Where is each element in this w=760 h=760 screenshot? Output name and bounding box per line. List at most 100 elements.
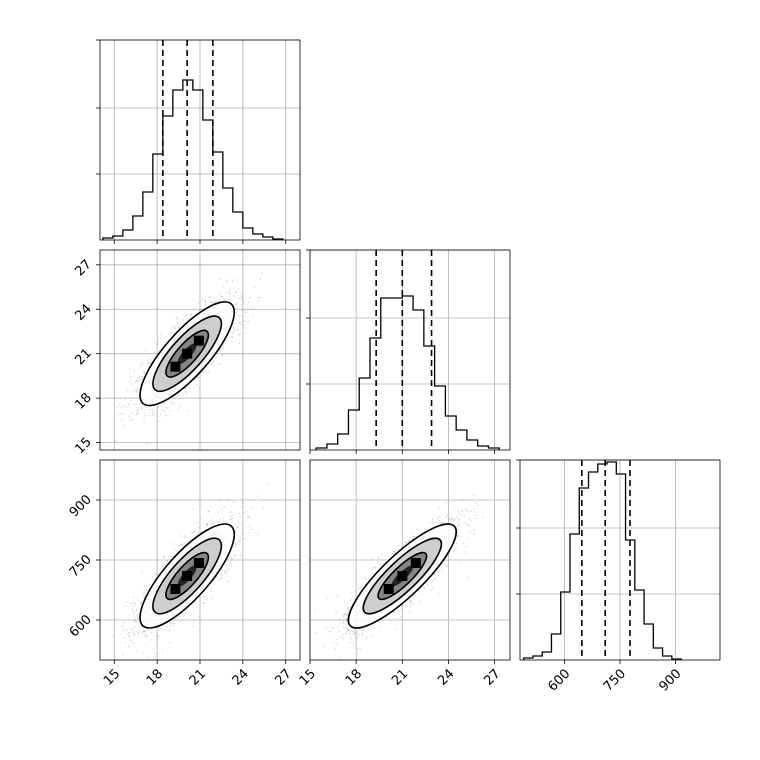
scatter-x0-x1-point: [151, 408, 154, 411]
scatter-x0-x1-point: [170, 331, 173, 333]
scatter-x0-x2-point: [243, 511, 245, 514]
scatter-x0-x1-point: [137, 408, 140, 411]
scatter-x0-x1-point: [252, 315, 254, 317]
scatter-x0-x2-point: [179, 535, 181, 537]
scatter-x0-x1-ytick-label-1: 18: [73, 390, 95, 412]
scatter-x0-x1-point: [146, 443, 148, 445]
scatter-x0-x1-point: [249, 296, 252, 299]
scatter-x0-x1-point: [215, 300, 217, 302]
scatter-x0-x2-point: [208, 510, 210, 513]
scatter-x0-x2-point: [242, 506, 244, 508]
scatter-x0-x2-point: [179, 544, 181, 546]
scatter-x0-x1-point: [160, 413, 162, 415]
scatter-x0-x2-point: [234, 501, 236, 503]
scatter-x0-x1-point: [228, 337, 230, 340]
scatter-x0-x1-point: [194, 378, 196, 381]
scatter-x0-x1-point: [139, 379, 142, 381]
scatter-x0-x1-point: [161, 409, 163, 411]
scatter-x0-x1-point: [119, 413, 121, 415]
scatter-x0-x1-point: [198, 310, 200, 312]
scatter-x0-x1-point: [211, 301, 214, 304]
scatter-x0-x1-point: [113, 430, 116, 433]
scatter-x0-x2-point: [135, 610, 138, 612]
scatter-x0-x2-ytick-label-2: 900: [67, 492, 95, 520]
scatter-x1-x2-point: [339, 636, 341, 639]
scatter-x0-x1-point: [123, 405, 125, 407]
scatter-x1-x2-point: [397, 544, 400, 547]
scatter-x0-x2-xtick-label-0: 15: [101, 666, 123, 688]
scatter-x0-x2-point: [210, 590, 213, 592]
scatter-x0-x1-point: [135, 413, 138, 416]
scatter-x0-x1-point: [152, 411, 155, 413]
scatter-x0-x1-point: [226, 291, 228, 293]
scatter-x0-x2-point: [218, 499, 221, 502]
scatter-x0-x2-point: [176, 617, 179, 619]
scatter-x0-x1-point: [240, 304, 243, 306]
scatter-x0-x2-point: [162, 556, 165, 558]
scatter-x0-x1-point: [259, 297, 261, 299]
scatter-x0-x1-point: [222, 286, 224, 288]
hist-x0-step-line: [102, 79, 284, 240]
scatter-x0-x2-point: [257, 495, 259, 497]
scatter-x0-x2-point: [134, 626, 137, 628]
scatter-x0-x1-point: [245, 320, 247, 323]
scatter-x1-x2-point: [370, 626, 373, 628]
scatter-x0-x2-point: [141, 632, 144, 634]
scatter-x0-x1-point: [185, 313, 188, 316]
scatter-x0-x1-point: [238, 314, 240, 317]
scatter-x1-x2-point: [469, 530, 471, 533]
scatter-x0-x2-point: [168, 642, 171, 644]
scatter-x0-x2-point: [182, 615, 185, 617]
scatter-x0-x2-point: [124, 641, 127, 644]
scatter-x0-x1-point: [171, 402, 173, 405]
scatter-x0-x1-point: [139, 365, 142, 367]
scatter-x0-x1-point: [128, 415, 130, 417]
scatter-x0-x1-point: [231, 280, 234, 282]
hist-x1-frame: [309, 249, 511, 451]
scatter-x0-x1-point: [201, 298, 204, 300]
scatter-x0-x1-point: [185, 391, 188, 393]
scatter-x0-x1-ytick-label-2: 21: [73, 346, 95, 368]
scatter-x0-x1-point: [219, 350, 221, 352]
scatter-x0-x1-point: [138, 380, 141, 383]
scatter-x0-x1-point: [209, 297, 211, 299]
scatter-x0-x1-point: [116, 406, 119, 408]
scatter-x0-x1-point: [241, 294, 243, 296]
scatter-x0-x1-point: [131, 383, 133, 385]
scatter-x0-x1-point: [242, 298, 244, 300]
scatter-x0-x1-point: [214, 301, 216, 304]
scatter-x0-x2-point: [143, 586, 145, 588]
scatter-x0-x2-point: [170, 624, 172, 627]
scatter-x0-x1-point: [157, 420, 159, 422]
scatter-x0-x1-point: [137, 377, 139, 380]
scatter-x0-x2-point: [114, 618, 117, 620]
scatter-x0-x1-point: [143, 371, 145, 373]
scatter-x0-x1-point: [239, 333, 241, 336]
scatter-x1-x2-point: [342, 615, 345, 618]
scatter-x0-x1-point: [128, 381, 131, 383]
scatter-x0-x1-point: [114, 439, 116, 442]
scatter-x0-x2-point: [132, 634, 135, 636]
scatter-x0-x2-point: [137, 624, 140, 626]
scatter-x0-x1-point: [116, 414, 119, 416]
scatter-x1-x2-point: [441, 569, 444, 572]
scatter-x0-x2-point: [239, 536, 241, 539]
scatter-x1-x2-point: [336, 596, 338, 598]
scatter-x0-x2-point: [135, 631, 137, 633]
scatter-x0-x2-point: [140, 625, 142, 627]
scatter-x0-x1-point: [243, 320, 245, 322]
scatter-x0-x2-point: [223, 570, 226, 572]
scatter-x1-x2-point: [465, 509, 467, 511]
scatter-x0-x2-point: [239, 539, 241, 541]
scatter-x0-x2-point: [220, 508, 223, 511]
scatter-x0-x1-point: [175, 319, 177, 321]
scatter-x0-x2-point: [205, 528, 207, 530]
scatter-x0-x1-point: [193, 309, 195, 312]
hist-x1-step-line: [315, 295, 500, 450]
scatter-x0-x2-point: [147, 656, 149, 658]
scatter-x0-x2-point: [113, 649, 116, 651]
scatter-x0-x2-point: [134, 602, 136, 604]
scatter-x0-x1-point: [133, 370, 135, 372]
scatter-x0-x2-point: [133, 613, 135, 615]
scatter-x0-x2-point: [132, 642, 135, 644]
